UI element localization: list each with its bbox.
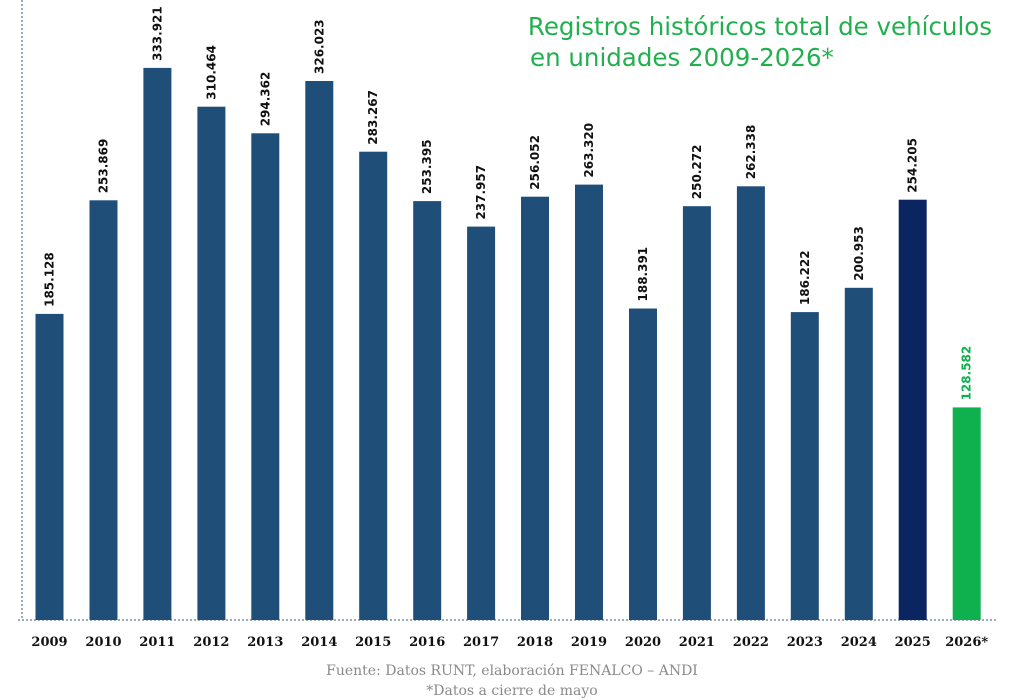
x-tick-label-2026*: 2026* — [945, 635, 988, 650]
x-tick-label-2013: 2013 — [247, 635, 283, 650]
x-tick-label-2014: 2014 — [301, 635, 337, 650]
x-tick-labels-group: 2009 2010 2011 2012 2013 2014 2015 2016 2017 2018… — [31, 635, 988, 650]
value-label-2012: 310.464 — [204, 45, 218, 100]
bar-2020 — [629, 308, 657, 620]
x-tick-label-2021: 2021 — [679, 635, 715, 650]
value-label-2014: 326.023 — [312, 19, 326, 74]
value-label-2020: 188.391 — [636, 247, 650, 302]
bars-group — [35, 67, 981, 621]
value-label-2023: 186.222 — [798, 250, 812, 305]
value-label-2016: 253.395 — [420, 139, 434, 194]
bar-2024 — [844, 287, 873, 620]
x-tick-label-2020: 2020 — [625, 635, 661, 650]
x-tick-label-2012: 2012 — [193, 635, 229, 650]
x-tick-label-2018: 2018 — [517, 635, 553, 650]
bar-2010 — [89, 200, 118, 621]
chart-title-line-1: Registros históricos total de vehículos — [528, 12, 992, 41]
bar-2023 — [790, 312, 819, 620]
footnote: *Datos a cierre de mayo — [426, 683, 598, 699]
value-label-2009: 185.128 — [43, 252, 57, 307]
x-tick-label-2025: 2025 — [895, 635, 931, 650]
bar-2019 — [575, 184, 603, 620]
value-label-2010: 253.869 — [97, 139, 111, 194]
value-label-2019: 263.320 — [582, 123, 596, 178]
x-tick-label-2024: 2024 — [841, 635, 877, 650]
bar-chart: Registros históricos total de vehículos … — [18, 0, 998, 650]
bar-2017 — [467, 226, 496, 620]
x-tick-label-2011: 2011 — [139, 635, 175, 650]
bar-2013 — [251, 133, 280, 621]
value-label-2011: 333.921 — [150, 6, 164, 61]
bar-2009 — [35, 313, 64, 620]
bar-2015 — [359, 151, 388, 620]
x-tick-label-2009: 2009 — [31, 635, 67, 650]
value-label-2024: 200.953 — [852, 226, 866, 281]
bar-2011 — [143, 67, 172, 620]
x-tick-label-2016: 2016 — [409, 635, 445, 650]
bar-2012 — [197, 106, 226, 620]
x-tick-label-2023: 2023 — [787, 635, 823, 650]
source-note: Fuente: Datos RUNT, elaboración FENALCO … — [326, 663, 698, 679]
chart-title-line-2: en unidades 2009-2026* — [530, 43, 834, 72]
value-labels-group: 185.128 253.869 333.921 310.464 294.362 326.0… — [43, 6, 974, 400]
bar-2026* — [952, 407, 981, 620]
x-tick-label-2019: 2019 — [571, 635, 607, 650]
value-label-2015: 283.267 — [366, 90, 380, 145]
x-tick-label-2010: 2010 — [85, 635, 121, 650]
x-tick-label-2017: 2017 — [463, 635, 499, 650]
value-label-2013: 294.362 — [258, 72, 272, 127]
value-label-2025: 254.205 — [906, 138, 920, 193]
bar-2016 — [413, 201, 442, 620]
value-label-2018: 256.052 — [528, 135, 542, 190]
bar-2025 — [898, 199, 927, 620]
value-label-2017: 237.957 — [474, 165, 488, 220]
value-label-2026*: 128.582 — [960, 346, 974, 401]
value-label-2021: 250.272 — [690, 145, 704, 200]
value-label-2022: 262.338 — [744, 125, 758, 180]
bar-2014 — [305, 81, 334, 620]
x-tick-label-2022: 2022 — [733, 635, 769, 650]
bar-2022 — [736, 186, 765, 621]
x-tick-label-2015: 2015 — [355, 635, 391, 650]
bar-2018 — [521, 196, 549, 620]
bar-2021 — [682, 206, 711, 620]
